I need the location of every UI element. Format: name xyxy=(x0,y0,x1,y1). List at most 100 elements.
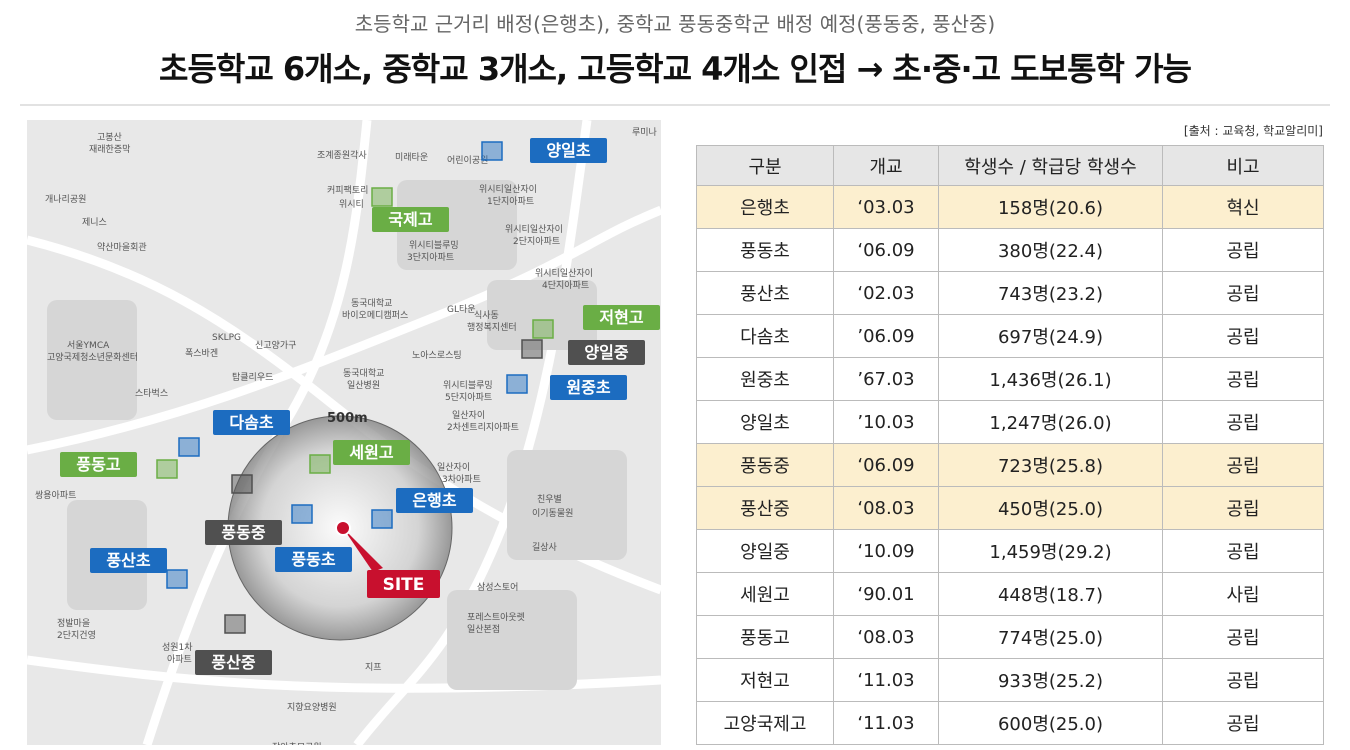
table-cell: 공립 xyxy=(1162,314,1324,358)
table-row: 풍산중 ‘08.03 450명(25.0) 공립 xyxy=(696,486,1324,530)
table-cell: 다솜초 xyxy=(696,314,834,358)
table-cell: 450명(25.0) xyxy=(938,486,1163,530)
place-label: 쌍용아파트 xyxy=(35,490,76,501)
school-badge xyxy=(205,520,282,545)
table-row: 풍동중 ‘06.09 723명(25.8) 공립 xyxy=(696,443,1324,487)
table-cell: 공립 xyxy=(1162,658,1324,702)
table-row: 세원고 ‘90.01 448명(18.7) 사립 xyxy=(696,572,1324,616)
school-area xyxy=(532,319,554,339)
place-label: 폭스바겐 xyxy=(185,348,218,359)
school-area xyxy=(309,454,331,474)
place-label: GL타운 xyxy=(447,304,476,315)
site-badge xyxy=(367,570,440,598)
place-label: 성원1차 xyxy=(162,641,193,653)
place-label: 재래한증막 xyxy=(89,144,130,155)
table-cell: 원중초 xyxy=(696,357,834,401)
column-header: 비고 xyxy=(1162,145,1324,186)
divider xyxy=(20,104,1330,106)
school-badge xyxy=(90,548,167,573)
table-cell: 1,436명(26.1) xyxy=(938,357,1163,401)
school-name: 풍산중 xyxy=(211,653,255,672)
table-row: 양일중 ‘10.09 1,459명(29.2) 공립 xyxy=(696,529,1324,573)
place-label: 지향요양병원 xyxy=(287,701,337,713)
place-label: 이기동물원 xyxy=(532,508,573,519)
table-cell: 풍산초 xyxy=(696,271,834,315)
table-cell: 풍동초 xyxy=(696,228,834,272)
place-label: 신고양가구 xyxy=(255,340,296,351)
table-cell: ‘11.03 xyxy=(833,658,939,702)
table-cell: 600명(25.0) xyxy=(938,701,1163,745)
table-cell: 풍산중 xyxy=(696,486,834,530)
table-cell: 혁신 xyxy=(1162,185,1324,229)
school-name: 다솜초 xyxy=(229,413,273,432)
table-cell: 공립 xyxy=(1162,701,1324,745)
table-cell: 1,247명(26.0) xyxy=(938,400,1163,444)
table-cell: 공립 xyxy=(1162,486,1324,530)
place-label: 1단지아파트 xyxy=(487,196,534,207)
column-header: 구분 xyxy=(696,145,834,186)
school-badge xyxy=(568,340,645,365)
table-cell: 공립 xyxy=(1162,443,1324,487)
header-row: 구분 개교 학생수 / 학급당 학생수 비고 xyxy=(696,145,1324,186)
place-label: 노아스로스팅 xyxy=(412,350,462,361)
school-name: 풍산초 xyxy=(106,551,150,570)
school-area xyxy=(224,614,246,634)
table-cell: 공립 xyxy=(1162,357,1324,401)
place-label: 길상사 xyxy=(532,542,558,553)
place-label: 제니스 xyxy=(82,217,107,228)
place-label: 행정복지센터 xyxy=(467,321,517,333)
place-label: 일산자이 xyxy=(437,462,470,473)
subtitle: 초등학교 근거리 배정(은행초), 중학교 풍동중학군 배정 예정(풍동중, 풍… xyxy=(354,12,996,36)
table-cell: 공립 xyxy=(1162,529,1324,573)
table-row: 저현고 ‘11.03 933명(25.2) 공립 xyxy=(696,658,1324,702)
table-cell: 저현고 xyxy=(696,658,834,702)
site-pointer xyxy=(343,528,383,572)
place-label: 위시티 xyxy=(339,199,364,210)
school-area xyxy=(231,474,253,494)
place-label: 2단지아파트 xyxy=(513,236,560,247)
source-note: [출처 : 교육청, 학교알리미] xyxy=(1183,124,1323,138)
table-cell: 공립 xyxy=(1162,615,1324,659)
table-row: 풍산초 ‘02.03 743명(23.2) 공립 xyxy=(696,271,1324,315)
table-cell: 743명(23.2) xyxy=(938,271,1163,315)
table-cell: ‘03.03 xyxy=(833,185,939,229)
table-row: 풍동초 ‘06.09 380명(22.4) 공립 xyxy=(696,228,1324,272)
place-label: 식사동 xyxy=(474,310,499,321)
table-cell: 세원고 xyxy=(696,572,834,616)
school-area xyxy=(178,437,200,457)
table-cell: 공립 xyxy=(1162,228,1324,272)
table-cell: 1,459명(29.2) xyxy=(938,529,1163,573)
table-cell: 고양국제고 xyxy=(696,701,834,745)
place-label: 위시티일산자이 xyxy=(505,224,563,235)
table-cell: ‘11.03 xyxy=(833,701,939,745)
table-cell: 풍동중 xyxy=(696,443,834,487)
table-cell: ’67.03 xyxy=(833,357,939,401)
table-cell: ‘06.09 xyxy=(833,443,939,487)
radius-label: 500m xyxy=(327,411,368,426)
school-name: 저현고 xyxy=(599,308,643,327)
blocks xyxy=(47,180,627,690)
place-label: 약산마을회관 xyxy=(97,241,147,253)
table-cell: 933명(25.2) xyxy=(938,658,1163,702)
place-label: 고양국제청소년문화센터 xyxy=(47,352,138,363)
school-area xyxy=(481,141,503,161)
table-cell: ‘02.03 xyxy=(833,271,939,315)
school-area xyxy=(156,459,178,479)
table-cell: 158명(20.6) xyxy=(938,185,1163,229)
table-row: 고양국제고 ‘11.03 600명(25.0) 공립 xyxy=(696,701,1324,745)
table-cell: 양일중 xyxy=(696,529,834,573)
table-row: 원중초 ’67.03 1,436명(26.1) 공립 xyxy=(696,357,1324,401)
place-label: 위시티일산자이 xyxy=(479,184,537,195)
table-cell: ’06.09 xyxy=(833,314,939,358)
table-cell: ‘90.01 xyxy=(833,572,939,616)
place-label: 일산본점 xyxy=(467,623,500,635)
school-name: 국제고 xyxy=(388,210,432,229)
place-label: 바이오메디캠퍼스 xyxy=(342,309,408,321)
school-name: 원중초 xyxy=(566,378,610,397)
school-badge xyxy=(583,305,660,330)
table-cell: 공립 xyxy=(1162,271,1324,315)
school-name: 양일초 xyxy=(546,141,590,160)
place-label: 스타벅스 xyxy=(135,388,168,399)
title: 초등학교 6개소, 중학교 3개소, 고등학교 4개소 인접 → 초·중·고 도… xyxy=(159,50,1192,88)
